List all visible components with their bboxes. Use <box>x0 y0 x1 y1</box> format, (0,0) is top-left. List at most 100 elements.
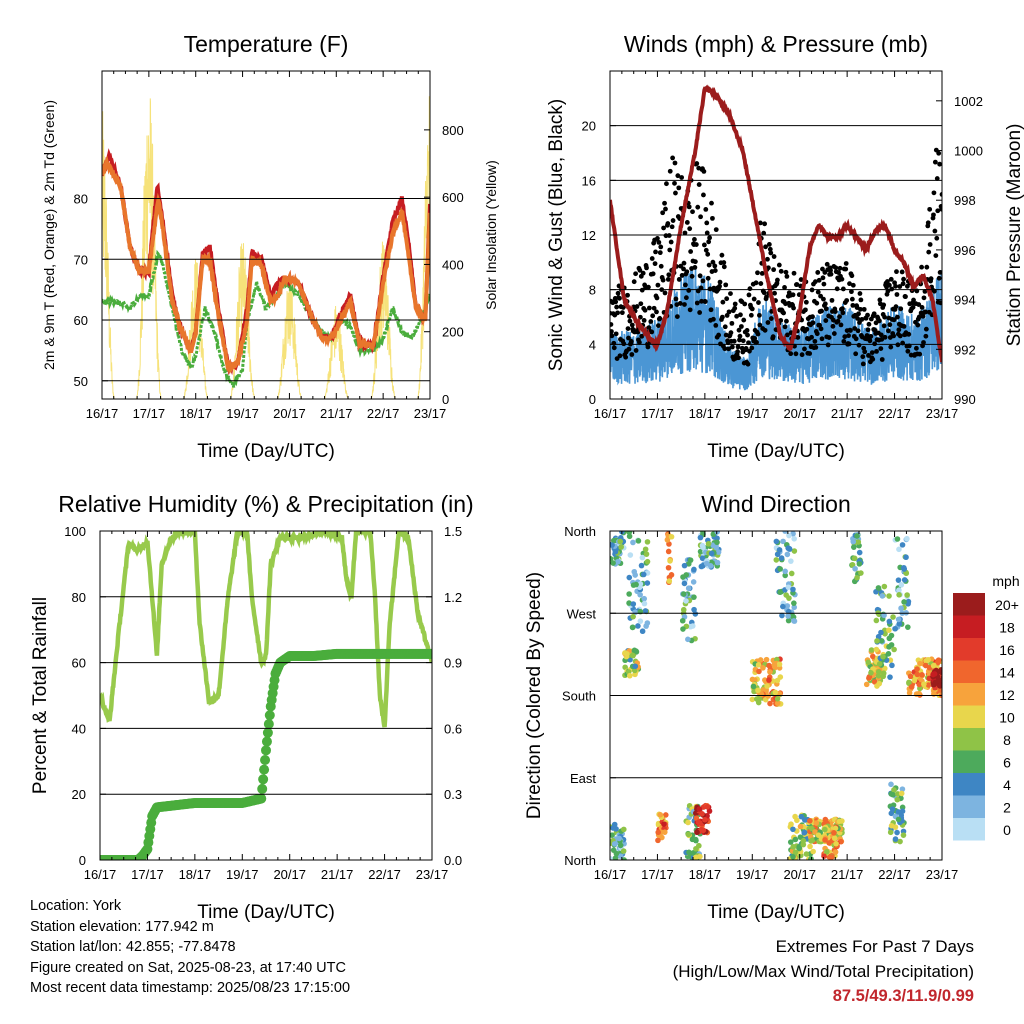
gust-dot <box>901 276 906 282</box>
gust-dot <box>689 273 695 279</box>
x-tick-label: 20/17 <box>273 867 306 882</box>
x-tick-label: 18/17 <box>689 406 722 421</box>
direction-dot <box>786 532 792 539</box>
x-tick-label: 17/17 <box>133 406 166 421</box>
direction-dot <box>881 665 888 672</box>
gust-dot <box>784 274 790 279</box>
direction-dot <box>895 816 902 823</box>
x-tick-label: 18/17 <box>179 406 212 421</box>
gust-dot <box>818 293 823 299</box>
gust-dot <box>652 261 658 267</box>
gust-dot <box>736 327 742 333</box>
direction-dot <box>803 851 810 857</box>
direction-dot <box>790 844 796 850</box>
direction-dot <box>782 531 788 534</box>
gust-dot <box>765 256 770 262</box>
direction-dot <box>796 845 803 852</box>
direction-dot <box>875 669 882 675</box>
gust-dot <box>737 333 743 339</box>
direction-dot <box>617 538 624 545</box>
gust-dot <box>666 272 672 278</box>
gust-dot <box>729 344 735 350</box>
x-tick-label: 17/17 <box>641 406 674 421</box>
gust-dot <box>615 310 620 316</box>
direction-dot <box>632 663 639 670</box>
direction-dot <box>904 535 910 542</box>
extremes-subtitle: (High/Low/Max Wind/Total Precipitation) <box>672 962 974 981</box>
y-tick-label: 0 <box>79 853 86 868</box>
direction-dot <box>889 806 896 812</box>
gust-dot <box>839 276 845 282</box>
direction-dot <box>611 841 618 847</box>
direction-dot <box>886 644 892 650</box>
gust-dot <box>793 351 799 357</box>
y2-tick-label: 0.0 <box>444 853 462 868</box>
y-tick-label: 16 <box>582 173 596 188</box>
gust-dot <box>878 332 884 338</box>
gust-dot <box>703 207 709 212</box>
gust-dot <box>749 306 755 312</box>
gust-dot <box>743 345 749 351</box>
direction-dot <box>935 677 942 684</box>
gust-dot <box>937 161 942 167</box>
gust-dot <box>859 317 865 322</box>
direction-dot <box>897 838 903 845</box>
gust-dot <box>728 291 733 296</box>
gust-dot <box>771 267 777 273</box>
gust-dot <box>646 284 651 290</box>
y-tick-label: 20 <box>72 787 86 802</box>
direction-dot <box>798 813 805 820</box>
gust-dot <box>821 296 826 302</box>
gust-dot <box>670 155 676 161</box>
gust-dot <box>631 279 637 285</box>
gust-dot <box>872 341 878 347</box>
direction-dot <box>610 542 615 548</box>
gust-dot <box>667 168 673 174</box>
gust-dot <box>755 270 760 276</box>
gust-dot <box>710 215 715 221</box>
gust-dot <box>627 318 633 324</box>
direction-dot <box>699 555 706 562</box>
direction-dot <box>665 564 672 571</box>
gust-dot <box>710 259 716 265</box>
x-tick-label: 22/17 <box>878 406 911 421</box>
direction-dot <box>687 557 694 563</box>
gust-dot <box>648 319 654 324</box>
gust-dot <box>866 321 872 327</box>
gust-dot <box>879 357 885 362</box>
direction-dot <box>790 826 796 833</box>
direction-dot <box>635 623 641 629</box>
gust-dot <box>865 312 870 318</box>
direction-dot <box>896 546 902 553</box>
y-tick-label: 70 <box>74 252 88 267</box>
gust-dot <box>893 304 899 310</box>
legend-label: 4 <box>1003 777 1011 793</box>
direction-dot <box>792 836 799 843</box>
gust-dot <box>840 306 845 312</box>
gust-dot <box>662 200 667 206</box>
direction-dot <box>692 836 699 843</box>
direction-dot <box>873 617 880 624</box>
gust-dot <box>701 192 706 198</box>
direction-dot <box>680 626 686 632</box>
gust-dot <box>832 309 838 314</box>
gust-dot <box>804 326 810 332</box>
direction-dot <box>901 566 908 572</box>
gust-dot <box>674 314 680 320</box>
legend-swatch <box>953 773 985 796</box>
gust-dot <box>812 279 818 285</box>
legend-swatch <box>953 615 985 638</box>
gust-dot <box>642 307 648 313</box>
x-tick-label: 18/17 <box>689 867 722 882</box>
gust-dot <box>736 355 741 361</box>
gust-dot <box>905 348 911 354</box>
gust-dot <box>668 239 674 245</box>
gust-dot <box>878 346 884 351</box>
gust-dot <box>749 345 755 351</box>
direction-dot <box>916 681 923 688</box>
gust-dot <box>701 169 707 174</box>
direction-dot <box>643 551 650 557</box>
direction-dot <box>791 548 798 554</box>
gust-dot <box>610 329 614 334</box>
gust-dot <box>755 331 761 337</box>
